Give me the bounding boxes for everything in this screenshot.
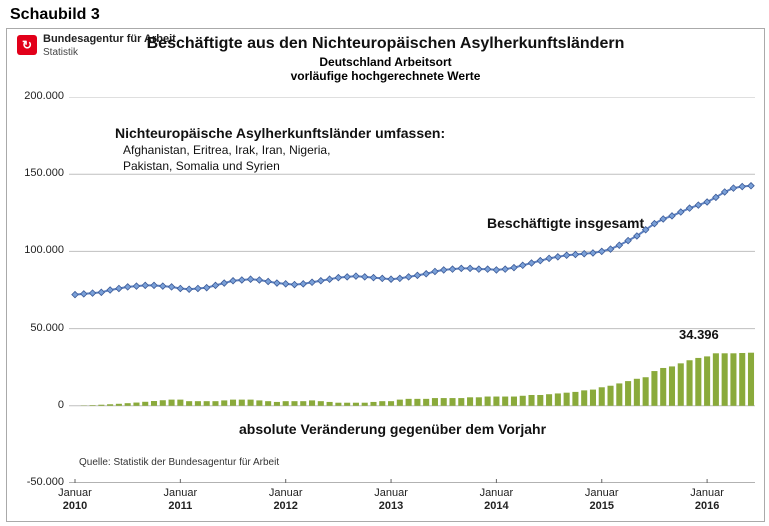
x-tick-year: 2010 <box>50 500 100 512</box>
y-tick: 0 <box>14 399 64 411</box>
line-series-label: Beschäftigte insgesamt <box>487 215 644 231</box>
countries-legend: Nichteuropäische Asylherkunftsländer umf… <box>115 125 445 173</box>
y-tick: 150.000 <box>14 167 64 179</box>
legend-body-1: Afghanistan, Eritrea, Irak, Iran, Nigeri… <box>123 143 445 157</box>
x-tick-month: Januar <box>155 487 205 499</box>
x-tick-month: Januar <box>577 487 627 499</box>
x-tick-year: 2014 <box>471 500 521 512</box>
chart-panel: ↻ Bundesagentur für Arbeit Statistik Bes… <box>6 28 765 522</box>
bar-series-label: absolute Veränderung gegenüber dem Vorja… <box>239 421 546 437</box>
x-tick-year: 2016 <box>682 500 732 512</box>
chart-title: Beschäftigte aus den Nichteuropäischen A… <box>7 35 764 53</box>
y-tick: 200.000 <box>14 90 64 102</box>
legend-body-2: Pakistan, Somalia und Syrien <box>123 159 445 173</box>
source-note: Quelle: Statistik der Bundesagentur für … <box>79 457 279 468</box>
x-tick-month: Januar <box>366 487 416 499</box>
last-bar-value: 34.396 <box>679 327 719 342</box>
x-tick-year: 2015 <box>577 500 627 512</box>
chart-subtitle-1: Deutschland Arbeitsort <box>7 55 764 69</box>
x-tick-year: 2011 <box>155 500 205 512</box>
x-tick-month: Januar <box>50 487 100 499</box>
y-tick: 100.000 <box>14 244 64 256</box>
figure-label: Schaubild 3 <box>10 6 100 24</box>
chart-subtitle-2: vorläufige hochgerechnete Werte <box>7 69 764 83</box>
legend-heading: Nichteuropäische Asylherkunftsländer umf… <box>115 125 445 141</box>
page-root: Schaubild 3 ↻ Bundesagentur für Arbeit S… <box>0 0 769 526</box>
x-tick-month: Januar <box>682 487 732 499</box>
x-tick-year: 2012 <box>261 500 311 512</box>
y-tick: 50.000 <box>14 322 64 334</box>
x-tick-month: Januar <box>261 487 311 499</box>
x-tick-month: Januar <box>471 487 521 499</box>
x-tick-year: 2013 <box>366 500 416 512</box>
